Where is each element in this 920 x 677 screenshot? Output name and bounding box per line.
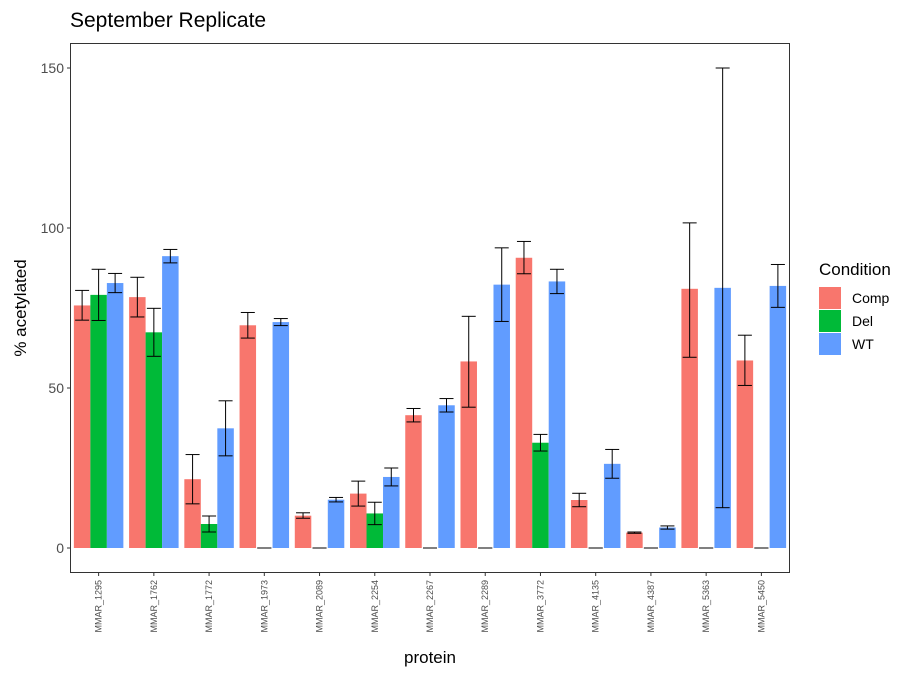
y-tick-label: 100 (41, 220, 65, 236)
legend-label-wt: WT (852, 336, 874, 352)
bar (532, 442, 549, 548)
bar (162, 256, 179, 548)
legend-label-del: Del (852, 313, 873, 329)
x-axis: MMAR_1295 MMAR_1762 MMAR_1772 MMAR_1973 MMAR… (94, 572, 766, 633)
x-tick-label: MMAR_4387 (646, 580, 656, 633)
bar (129, 297, 146, 548)
bar (145, 332, 163, 548)
bar (90, 294, 107, 548)
error-bars-layer (75, 67, 785, 549)
y-axis-title: % acetylated (11, 259, 30, 356)
legend-swatch-comp (819, 287, 841, 309)
x-tick-label: MMAR_2267 (425, 580, 435, 633)
bar (200, 524, 218, 548)
bar (217, 428, 234, 548)
legend-swatch-del (819, 310, 841, 332)
x-tick-label: MMAR_1295 (94, 580, 104, 633)
y-tick-label: 150 (41, 60, 65, 76)
bar (405, 415, 422, 548)
bar (106, 283, 124, 548)
bar (366, 513, 384, 548)
bar (184, 479, 201, 548)
bar (570, 500, 588, 548)
legend-swatch-wt (819, 333, 841, 355)
bar (438, 405, 455, 548)
x-tick-label: MMAR_4135 (591, 580, 601, 633)
y-tick-label: 50 (48, 380, 64, 396)
bar (460, 361, 477, 548)
bar (383, 476, 400, 548)
x-tick-label: MMAR_1973 (259, 580, 269, 633)
bar (272, 322, 290, 548)
x-tick-label: MMAR_5363 (701, 580, 711, 633)
bar (736, 360, 754, 548)
x-tick-label: MMAR_3772 (535, 580, 545, 633)
bar (548, 281, 566, 548)
x-tick-label: MMAR_1762 (149, 580, 159, 633)
x-tick-label: MMAR_5450 (756, 580, 766, 633)
bar (73, 305, 91, 548)
x-tick-label: MMAR_2089 (315, 580, 325, 633)
bar (294, 515, 312, 548)
bar (493, 284, 510, 548)
bar (659, 527, 676, 548)
y-tick-label: 0 (56, 540, 64, 556)
bar (327, 499, 345, 548)
bar (515, 257, 533, 548)
x-axis-title: protein (404, 648, 456, 667)
bars-layer (73, 256, 787, 549)
bar (603, 463, 621, 548)
bar (350, 493, 367, 548)
legend-title: Condition (819, 260, 891, 279)
x-tick-label: MMAR_2289 (480, 580, 490, 633)
legend-label-comp: Comp (852, 290, 890, 306)
x-tick-label: MMAR_2254 (370, 580, 380, 633)
bar (769, 285, 787, 548)
legend: Condition Comp Del WT (819, 260, 891, 355)
bar (239, 325, 257, 548)
y-axis: 0 50 100 150 (41, 60, 71, 556)
chart-title: September Replicate (70, 9, 266, 32)
bar (681, 288, 698, 548)
x-tick-label: MMAR_1772 (204, 580, 214, 633)
bar (626, 532, 643, 548)
